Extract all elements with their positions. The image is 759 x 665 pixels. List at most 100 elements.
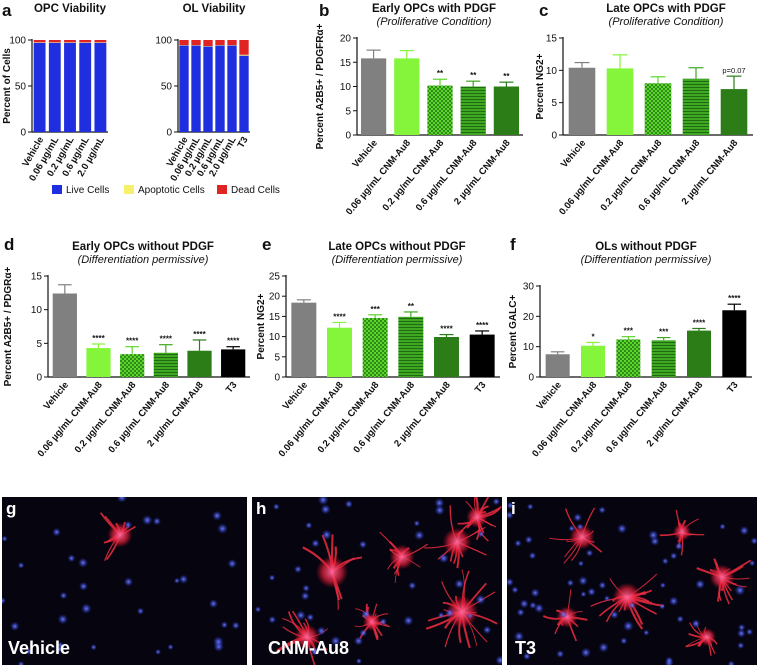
significance-marker: **** bbox=[440, 325, 453, 334]
panel-b-chart: b Early OPCs with PDGF(Proliferative Con… bbox=[315, 1, 523, 217]
nucleus bbox=[268, 574, 276, 582]
bar bbox=[291, 302, 317, 377]
nucleus bbox=[507, 577, 514, 587]
nucleus bbox=[17, 561, 25, 569]
stacked-bar-segment bbox=[94, 42, 107, 133]
y-tick-label: 0 bbox=[20, 128, 26, 139]
category-label: 0.2 µg/mL CNM-Au8 bbox=[569, 380, 635, 455]
oligodendrocyte-cell bbox=[302, 534, 363, 610]
micrograph-cnm-au8-image bbox=[252, 497, 502, 665]
nucleus bbox=[359, 628, 368, 637]
legend-swatch-live bbox=[52, 185, 62, 194]
nucleus bbox=[736, 628, 746, 638]
chart-late-opcs-without-pdgf: Late OPCs without PDGF(Differentiation p… bbox=[256, 241, 500, 459]
nucleus bbox=[361, 609, 371, 620]
nucleus bbox=[669, 552, 678, 560]
nucleus bbox=[523, 652, 531, 661]
y-tick-label: 0 bbox=[36, 373, 42, 384]
category-label: 0.6 µg/mL CNM-Au8 bbox=[414, 138, 480, 213]
nucleus bbox=[10, 621, 20, 632]
y-tick-label: 15 bbox=[269, 312, 281, 323]
significance-marker: **** bbox=[126, 337, 139, 346]
oligodendrocyte-cell bbox=[354, 603, 390, 641]
significance-marker: **** bbox=[333, 312, 346, 321]
nucleus bbox=[78, 557, 88, 568]
nucleus bbox=[379, 617, 388, 626]
oligodendrocyte-cell bbox=[99, 512, 136, 561]
panel-letter-g: g bbox=[6, 499, 17, 518]
y-axis-label: Percent A2B5+ / PDGFRα+ bbox=[315, 23, 326, 149]
micrograph-label-t3: T3 bbox=[515, 638, 537, 658]
panel-letter-e: e bbox=[262, 235, 271, 254]
y-tick-label: 15 bbox=[546, 34, 558, 45]
chart-subtitle: (Differentiation permissive) bbox=[332, 254, 463, 266]
y-tick-label: 10 bbox=[269, 332, 281, 343]
stacked-bar-segment bbox=[191, 40, 201, 46]
chart-subtitle: (Differentiation permissive) bbox=[581, 254, 712, 266]
nucleus bbox=[123, 577, 134, 587]
nucleus bbox=[467, 612, 474, 619]
bar bbox=[682, 78, 710, 135]
y-axis-label: Percent NG2+ bbox=[535, 53, 546, 119]
nucleus bbox=[300, 591, 310, 601]
nucleus bbox=[519, 599, 529, 609]
bar bbox=[360, 58, 387, 136]
nucleus bbox=[616, 523, 628, 534]
nucleus bbox=[603, 595, 611, 602]
nucleus bbox=[580, 591, 587, 598]
legend-swatch-dead bbox=[217, 185, 227, 194]
panel-letter-h: h bbox=[256, 499, 267, 518]
nucleus bbox=[495, 655, 502, 665]
viability-legend: Live Cells Apoptotic Cells Dead Cells bbox=[52, 185, 280, 196]
nucleus bbox=[211, 510, 223, 521]
stacked-bar-segment bbox=[64, 42, 76, 133]
y-axis-label: Percent A2B5+ / PDGRα+ bbox=[3, 266, 14, 386]
chart-title: Late OPCs without PDGF bbox=[328, 241, 465, 253]
panel-letter-a: a bbox=[2, 1, 12, 20]
nucleus bbox=[59, 591, 68, 600]
bar bbox=[469, 334, 495, 377]
micrograph-cnm-au8: h CNM-Au8 bbox=[252, 497, 502, 665]
category-label: 0.2 µg/mL CNM-Au8 bbox=[73, 380, 139, 455]
significance-marker: ** bbox=[470, 71, 477, 80]
nucleus bbox=[403, 615, 414, 626]
category-label: Vehicle bbox=[534, 380, 563, 412]
nucleus bbox=[524, 535, 533, 544]
significance-marker: ** bbox=[503, 72, 510, 81]
category-label: 0.06 µg/mL CNM-Au8 bbox=[557, 138, 626, 217]
nucleus bbox=[559, 610, 568, 619]
nucleus bbox=[665, 656, 674, 665]
nucleus bbox=[306, 613, 315, 622]
nucleus bbox=[437, 611, 445, 619]
chart-early-opcs-without-pdgf: Early OPCs without PDGF(Differentiation … bbox=[3, 241, 250, 459]
nucleus bbox=[695, 579, 706, 590]
stacked-bar-segment bbox=[48, 40, 61, 43]
nucleus bbox=[330, 635, 341, 647]
stacked-bar-segment bbox=[239, 40, 249, 55]
y-tick-label: 0 bbox=[345, 131, 351, 142]
stacked-bar-segment bbox=[215, 40, 225, 46]
y-tick-label: 10 bbox=[546, 66, 558, 77]
bar bbox=[86, 348, 111, 377]
nucleus bbox=[610, 610, 619, 620]
nucleus bbox=[734, 584, 746, 596]
bar bbox=[52, 293, 77, 377]
nucleus bbox=[434, 505, 445, 516]
category-label: Vehicle bbox=[42, 380, 71, 412]
y-tick-label: 100 bbox=[155, 36, 172, 47]
nucleus bbox=[526, 503, 534, 511]
nucleus bbox=[513, 631, 525, 642]
nucleus bbox=[454, 578, 465, 589]
significance-marker: **** bbox=[728, 294, 741, 303]
category-label: 0.06 µg/mL CNM-Au8 bbox=[530, 380, 599, 459]
significance-marker: **** bbox=[92, 334, 105, 343]
bar bbox=[187, 350, 212, 377]
y-tick-label: 0 bbox=[166, 128, 172, 139]
nucleus bbox=[668, 596, 679, 606]
nucleus bbox=[358, 540, 368, 549]
oligodendrocyte-cell bbox=[276, 610, 329, 665]
chart-title: Late OPCs with PDGF bbox=[606, 3, 726, 15]
significance-marker: **** bbox=[476, 321, 489, 330]
nucleus bbox=[220, 621, 229, 629]
